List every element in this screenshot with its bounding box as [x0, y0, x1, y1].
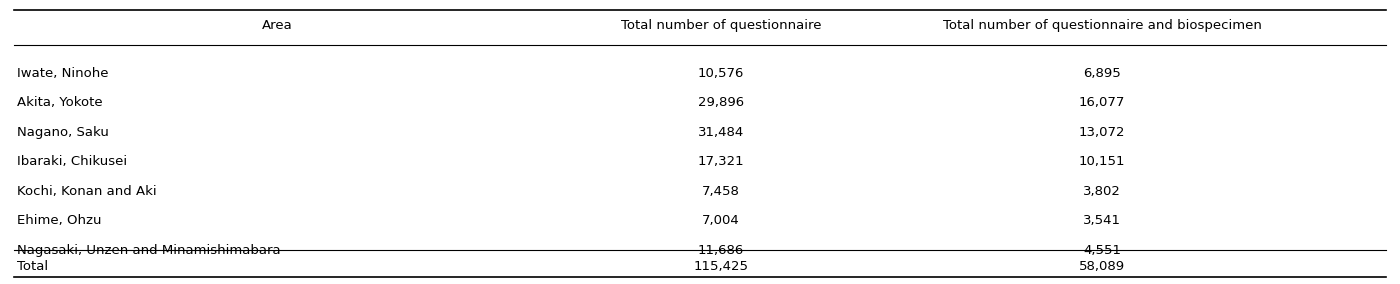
Text: Kochi, Konan and Aki: Kochi, Konan and Aki [17, 185, 157, 198]
Text: 31,484: 31,484 [697, 126, 743, 139]
Text: 58,089: 58,089 [1079, 260, 1126, 273]
Text: Total: Total [17, 260, 48, 273]
Text: 13,072: 13,072 [1078, 126, 1126, 139]
Text: Nagasaki, Unzen and Minamishimabara: Nagasaki, Unzen and Minamishimabara [17, 244, 280, 257]
Text: Nagano, Saku: Nagano, Saku [17, 126, 109, 139]
Text: 7,458: 7,458 [701, 185, 739, 198]
Text: 3,541: 3,541 [1084, 214, 1121, 227]
Text: Iwate, Ninohe: Iwate, Ninohe [17, 67, 108, 80]
Text: 17,321: 17,321 [697, 155, 745, 168]
Text: 6,895: 6,895 [1084, 67, 1121, 80]
Text: Total number of questionnaire and biospecimen: Total number of questionnaire and biospe… [942, 19, 1261, 32]
Text: Akita, Yokote: Akita, Yokote [17, 96, 102, 109]
Text: 10,576: 10,576 [697, 67, 743, 80]
Text: 11,686: 11,686 [697, 244, 743, 257]
Text: 3,802: 3,802 [1084, 185, 1121, 198]
Text: Ehime, Ohzu: Ehime, Ohzu [17, 214, 101, 227]
Text: Total number of questionnaire: Total number of questionnaire [620, 19, 820, 32]
Text: 4,551: 4,551 [1084, 244, 1121, 257]
Text: 115,425: 115,425 [693, 260, 748, 273]
Text: Area: Area [262, 19, 293, 32]
Text: 10,151: 10,151 [1078, 155, 1126, 168]
Text: 29,896: 29,896 [697, 96, 743, 109]
Text: 7,004: 7,004 [701, 214, 739, 227]
Text: Ibaraki, Chikusei: Ibaraki, Chikusei [17, 155, 127, 168]
Text: 16,077: 16,077 [1079, 96, 1126, 109]
